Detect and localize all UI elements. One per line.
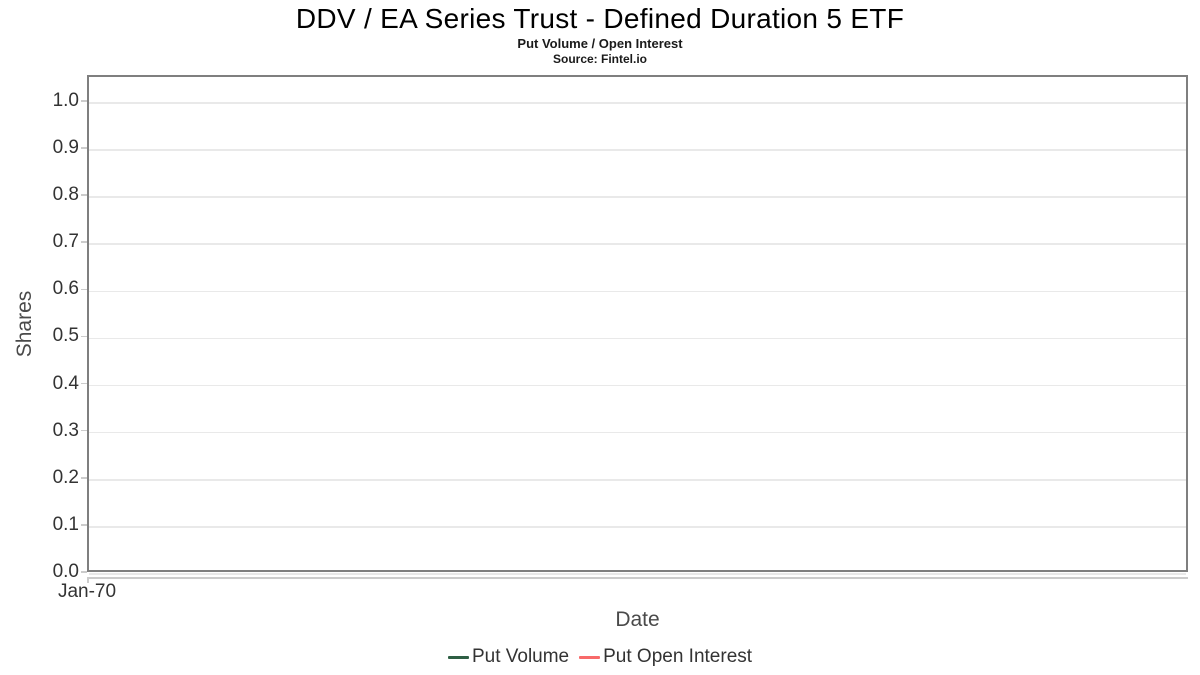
gridline bbox=[89, 526, 1186, 528]
y-tick-label: 0.0 bbox=[52, 561, 79, 582]
legend: Put Volume Put Open Interest bbox=[0, 646, 1200, 668]
y-axis-tick bbox=[81, 571, 87, 573]
legend-item-put-open-interest[interactable]: Put Open Interest bbox=[579, 646, 752, 668]
gridline bbox=[89, 196, 1186, 198]
y-axis-tick bbox=[81, 524, 87, 526]
y-tick-label: 0.4 bbox=[52, 372, 79, 394]
y-tick-label: 0.6 bbox=[52, 278, 79, 300]
x-axis-line bbox=[87, 577, 1188, 579]
chart-source: Source: Fintel.io bbox=[552, 52, 647, 66]
y-tick-label: 0.3 bbox=[52, 419, 79, 441]
y-axis-tick bbox=[81, 429, 87, 432]
y-axis-tick bbox=[81, 194, 87, 196]
legend-label: Put Open Interest bbox=[603, 646, 753, 667]
y-tick-label: 1.0 bbox=[52, 89, 79, 111]
x-axis-tick bbox=[87, 577, 89, 583]
gridline bbox=[89, 431, 1186, 434]
y-tick-label: 0.5 bbox=[52, 325, 79, 347]
gridline bbox=[89, 479, 1186, 481]
y-axis-tick bbox=[81, 147, 87, 149]
y-tick-label: 0.2 bbox=[52, 466, 79, 488]
gridline bbox=[89, 573, 1186, 575]
x-axis-title: Date bbox=[615, 608, 660, 631]
gridline bbox=[89, 290, 1186, 293]
y-tick-label: 0.7 bbox=[52, 231, 79, 253]
y-axis-tick bbox=[81, 288, 87, 291]
plot-area bbox=[87, 75, 1188, 575]
chart-subtitle: Put Volume / Open Interest bbox=[517, 36, 683, 51]
y-axis-tick bbox=[81, 241, 87, 243]
y-axis-tick bbox=[81, 335, 87, 338]
y-axis-tick bbox=[81, 100, 87, 102]
y-tick-label: 0.8 bbox=[52, 184, 79, 206]
gridline bbox=[89, 243, 1186, 245]
gridline bbox=[89, 337, 1186, 340]
y-axis-title: Shares bbox=[13, 290, 36, 358]
legend-label: Put Volume bbox=[471, 646, 570, 667]
chart-title: DDV / EA Series Trust - Defined Duration… bbox=[295, 3, 905, 34]
legend-item-put-volume[interactable]: Put Volume bbox=[447, 646, 570, 668]
y-axis-tick bbox=[81, 382, 87, 385]
gridline bbox=[89, 384, 1186, 387]
y-axis-tick bbox=[81, 477, 87, 479]
legend-line-icon bbox=[579, 655, 601, 659]
y-tick-label: 0.9 bbox=[52, 137, 79, 159]
gridline bbox=[89, 149, 1186, 151]
gridline bbox=[89, 102, 1186, 104]
legend-line-icon bbox=[447, 655, 469, 659]
y-tick-label: 0.1 bbox=[52, 513, 79, 535]
x-tick-label: Jan-70 bbox=[57, 581, 117, 602]
